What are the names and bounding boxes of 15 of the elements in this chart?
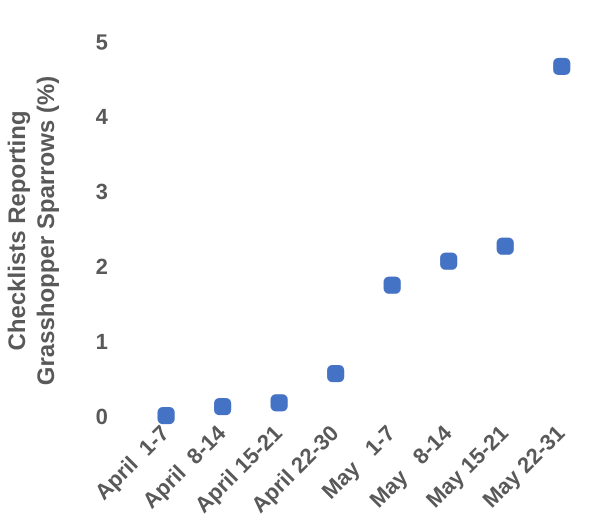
y-tick-label: 4 (96, 104, 109, 130)
point (327, 365, 344, 382)
y-tick-label: 3 (96, 179, 108, 204)
point (270, 394, 288, 412)
y-tick-label: 1 (96, 328, 108, 354)
y-tick-label: 5 (96, 29, 108, 54)
point (496, 238, 514, 255)
y-tick-label: 2 (96, 254, 108, 280)
point (440, 252, 458, 270)
y-axis-title: Checklists Reporting Grasshopper Sparrows (%) (4, 76, 60, 386)
point (384, 276, 401, 294)
point (553, 58, 570, 76)
point (214, 398, 232, 416)
point (158, 406, 175, 424)
y-tick-label: 0 (96, 404, 108, 429)
